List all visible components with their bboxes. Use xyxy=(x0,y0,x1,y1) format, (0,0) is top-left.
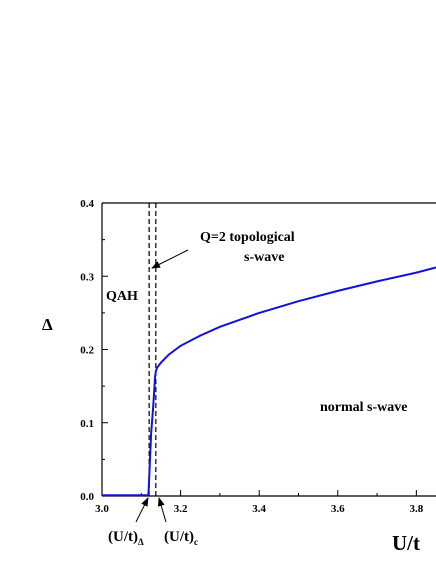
annotation-topological-line1: Q=2 topological xyxy=(200,230,295,245)
series-group xyxy=(102,266,436,497)
y-tick-label: 0.4 xyxy=(80,198,94,210)
x-tick-label: 3.8 xyxy=(409,503,423,515)
y-tick-label: 0.3 xyxy=(80,271,94,283)
x-tick-label: 3.4 xyxy=(252,503,266,515)
x-tick-label: 3.6 xyxy=(331,503,345,515)
x-tick-label: 3.2 xyxy=(174,503,188,515)
arrow-to-crit-c xyxy=(157,497,167,523)
critical-lines xyxy=(148,203,157,496)
series-line xyxy=(102,266,436,497)
y-tick-label: 0.1 xyxy=(80,418,94,430)
arrow-to-crit-delta xyxy=(135,497,149,523)
y-tick-label: 0.0 xyxy=(80,491,94,503)
annotation-qah: QAH xyxy=(106,289,138,304)
critical-label-c: (U/t)c xyxy=(164,529,198,547)
y-tick-label: 0.2 xyxy=(80,345,94,357)
annotation-normal-swave: normal s-wave xyxy=(320,400,408,415)
axis-tick-labels: 3.0 3.2 3.4 3.6 3.8 0.0 0.1 0.2 0.3 0.4 xyxy=(80,198,423,515)
annotation-topological-line2: s-wave xyxy=(244,250,284,265)
y-axis-title: Δ xyxy=(42,315,53,334)
x-axis-title: U/t xyxy=(392,531,420,555)
x-tick-label: 3.0 xyxy=(95,503,109,515)
arrow-to-topological-region xyxy=(151,249,189,269)
critical-label-delta: (U/t)Δ xyxy=(108,529,144,547)
